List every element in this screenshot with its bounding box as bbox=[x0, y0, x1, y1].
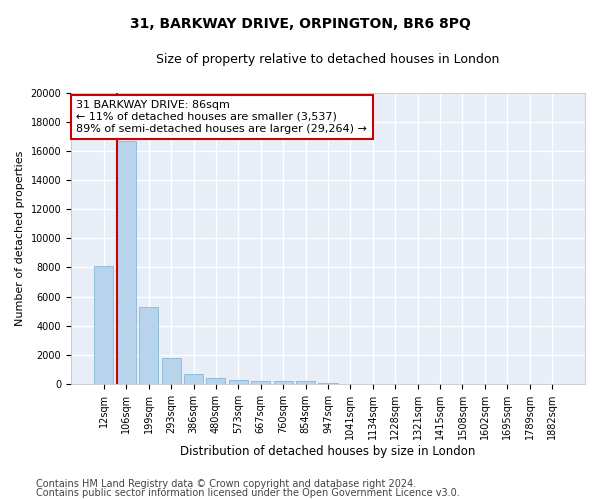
Bar bbox=[184, 374, 203, 384]
Bar bbox=[94, 266, 113, 384]
Text: 31, BARKWAY DRIVE, ORPINGTON, BR6 8PQ: 31, BARKWAY DRIVE, ORPINGTON, BR6 8PQ bbox=[130, 18, 470, 32]
Text: 31 BARKWAY DRIVE: 86sqm
← 11% of detached houses are smaller (3,537)
89% of semi: 31 BARKWAY DRIVE: 86sqm ← 11% of detache… bbox=[76, 100, 367, 134]
Bar bbox=[251, 381, 271, 384]
Bar bbox=[319, 382, 338, 384]
Y-axis label: Number of detached properties: Number of detached properties bbox=[15, 150, 25, 326]
X-axis label: Distribution of detached houses by size in London: Distribution of detached houses by size … bbox=[181, 444, 476, 458]
Bar bbox=[296, 381, 315, 384]
Text: Contains public sector information licensed under the Open Government Licence v3: Contains public sector information licen… bbox=[36, 488, 460, 498]
Bar bbox=[161, 358, 181, 384]
Title: Size of property relative to detached houses in London: Size of property relative to detached ho… bbox=[157, 52, 500, 66]
Bar bbox=[274, 381, 293, 384]
Bar bbox=[206, 378, 226, 384]
Text: Contains HM Land Registry data © Crown copyright and database right 2024.: Contains HM Land Registry data © Crown c… bbox=[36, 479, 416, 489]
Bar bbox=[117, 141, 136, 384]
Bar bbox=[139, 306, 158, 384]
Bar bbox=[229, 380, 248, 384]
